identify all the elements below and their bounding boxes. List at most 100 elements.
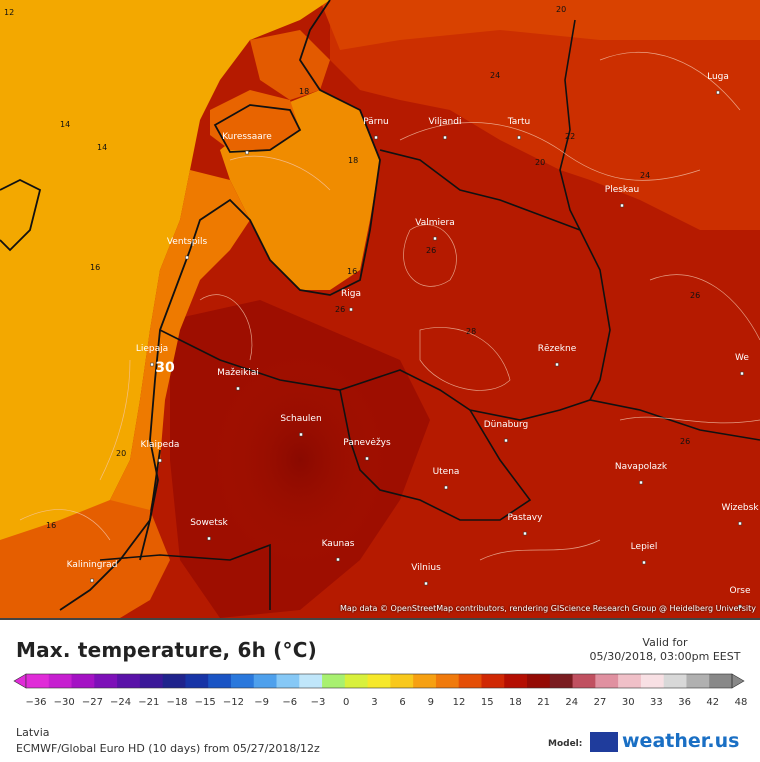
- colorbar-tick-label: −21: [138, 697, 159, 708]
- colorbar-tick-label: 21: [537, 697, 550, 708]
- colorbar-segment: [458, 674, 482, 688]
- city-marker: Liepaja: [136, 344, 168, 367]
- borders: [99, 19, 760, 610]
- isoline-label: 16: [347, 267, 357, 276]
- colorbar-tick-label: −18: [166, 697, 187, 708]
- isoline-label: 24: [490, 71, 500, 80]
- isoline-label: 20: [556, 5, 566, 14]
- map-attribution: Map data © OpenStreetMap contributors, r…: [340, 604, 756, 613]
- isoline-label: 20: [116, 449, 126, 458]
- colorbar-segment: [390, 674, 414, 688]
- city-marker: Klaipeda: [141, 440, 180, 463]
- north-strip: [320, 0, 760, 50]
- city-marker: Panevėžys: [343, 438, 391, 461]
- city-dot: [336, 557, 340, 562]
- colorbar-tick-label: 6: [399, 697, 405, 708]
- valid-datetime: 05/30/2018, 03:00pm EEST: [589, 650, 741, 663]
- colorbar-tick-label: −24: [110, 697, 131, 708]
- city-label: Ventspils: [167, 237, 208, 247]
- saaremaa: [210, 90, 300, 150]
- city-dot: [374, 135, 378, 140]
- city-label: Navapolazk: [615, 462, 668, 472]
- colorbar-segment: [71, 674, 95, 688]
- city-dot: [185, 255, 189, 260]
- colorbar-tick-label: −6: [282, 697, 297, 708]
- city-label: Pärnu: [363, 117, 389, 127]
- isoline-label: 14: [97, 143, 107, 152]
- isoline-label: 18: [348, 156, 358, 165]
- city-marker: Wizebsk: [721, 503, 759, 526]
- colorbar-tick-label: −30: [54, 697, 75, 708]
- city-dot: [738, 521, 742, 526]
- city-marker: Pastavy: [508, 513, 544, 536]
- city-label: Wizebsk: [721, 503, 759, 513]
- city-label: Valmiera: [415, 218, 455, 228]
- coastline: [0, 0, 381, 611]
- colorbar-tick-label: −36: [25, 697, 46, 708]
- city-dot: [299, 432, 303, 437]
- region-name: Latvia: [16, 726, 50, 739]
- city-dot: [433, 236, 437, 241]
- colorbar-segment: [344, 674, 369, 688]
- city-marker: Viljandi: [429, 117, 462, 140]
- colorbar-tick-label: 12: [453, 697, 466, 708]
- city-dot: [424, 581, 428, 586]
- city-marker: We: [735, 353, 749, 376]
- colorbar-tick-label: −9: [254, 697, 269, 708]
- city-dot: [740, 371, 744, 376]
- colorbar-segment: [435, 674, 460, 688]
- city-marker: Sowetsk: [190, 518, 229, 541]
- isotherms: [19, 52, 760, 561]
- isoline-label: 26: [426, 246, 436, 255]
- colorbar-tick-label: 15: [481, 697, 494, 708]
- colorbar-segment: [26, 674, 50, 688]
- isoline-label: 26: [680, 437, 690, 446]
- colorbar-segment: [572, 674, 596, 688]
- city-label: Viljandi: [429, 117, 462, 127]
- city-marker: Valmiera: [415, 218, 455, 241]
- city-label: Pastavy: [508, 513, 544, 523]
- colorbar-segment: [117, 674, 141, 688]
- city-label: Dünaburg: [484, 420, 529, 430]
- colorbar-segment: [185, 674, 209, 688]
- city-dot: [443, 135, 447, 140]
- city-label: Kaliningrad: [67, 560, 118, 570]
- eu-flag-icon: [590, 732, 618, 752]
- colorbar-tick-label: 18: [509, 697, 522, 708]
- isoline-label: 18: [299, 87, 309, 96]
- city-label: Vilnius: [411, 563, 441, 573]
- city-label: Rēzekne: [538, 344, 577, 354]
- colorbar-tick-label: 33: [650, 697, 663, 708]
- city-dot: [150, 362, 154, 367]
- city-marker: Dünaburg: [484, 420, 529, 443]
- isoline-label: 28: [466, 327, 476, 336]
- colorbar-segment: [640, 674, 665, 688]
- city-marker: Orse: [729, 586, 751, 609]
- brand-name: weather.us: [622, 730, 740, 752]
- isoline-label: 12: [4, 8, 14, 17]
- city-marker: Pärnu: [363, 117, 389, 140]
- colorbar-segment: [527, 674, 551, 688]
- city-label: Klaipeda: [141, 440, 180, 450]
- city-dot: [207, 536, 211, 541]
- city-marker: Pleskau: [605, 185, 639, 208]
- colorbar-tick-label: 36: [678, 697, 691, 708]
- temperature-colorbar: −36 −30 −27 −24 −21 −18 −15 −12 −9 −6 −3 0 3 6 9 12 15 18…: [13, 673, 748, 708]
- isoline-label: 22: [565, 132, 575, 141]
- colorbar-segment: [595, 674, 619, 688]
- legend-footer: Max. temperature, 6h (°C) Valid for 05/3…: [0, 618, 760, 762]
- city-dot: [158, 458, 162, 463]
- city-label: Kaunas: [322, 539, 355, 549]
- model-label: Model:: [548, 739, 583, 749]
- city-marker: Utena: [433, 467, 459, 490]
- colorbar-tick-label: −27: [82, 697, 103, 708]
- weather-us-logo[interactable]: weather.us: [590, 730, 750, 758]
- colorbar-tick-label: 48: [735, 697, 748, 708]
- city-label: Kuressaare: [222, 132, 272, 142]
- city-label: Pleskau: [605, 185, 639, 195]
- city-marker: Tartu: [507, 117, 530, 140]
- colorbar-segment: [208, 674, 232, 688]
- city-marker: Vilnius: [411, 563, 441, 586]
- estonia-coast-warm: [250, 30, 330, 100]
- city-label: Schaulen: [280, 414, 321, 424]
